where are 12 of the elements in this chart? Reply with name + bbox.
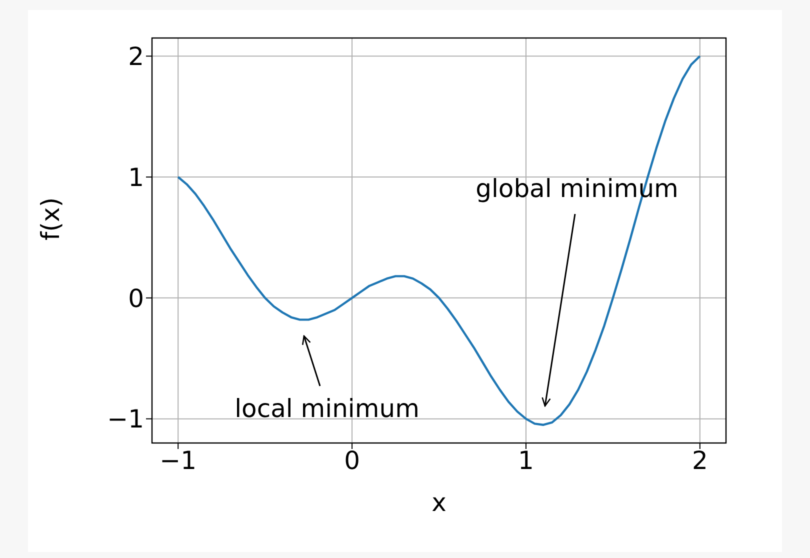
y-tick-label: 2 bbox=[128, 42, 144, 72]
line-series bbox=[176, 55, 702, 426]
y-tick-label: 1 bbox=[128, 162, 144, 192]
x-axis-title: x bbox=[432, 488, 446, 517]
x-tick-label: −1 bbox=[160, 446, 197, 475]
y-tick-label: −1 bbox=[107, 404, 144, 434]
y-axis-title: f(x) bbox=[36, 197, 65, 240]
x-tick-label: 0 bbox=[344, 446, 360, 475]
x-tick-label: 1 bbox=[518, 446, 534, 475]
x-tick-label: 2 bbox=[692, 446, 708, 475]
annotation: local minimum bbox=[234, 394, 420, 423]
y-tick-label: 0 bbox=[128, 284, 144, 313]
